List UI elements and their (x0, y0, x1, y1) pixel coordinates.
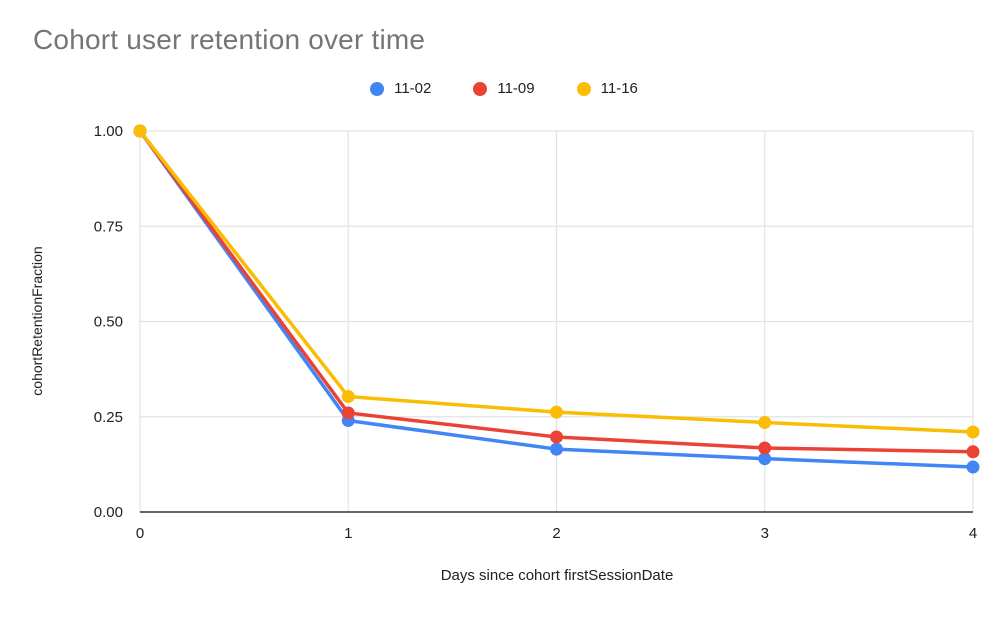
chart-legend: 11-02 11-09 11-16 (0, 80, 1008, 97)
svg-text:3: 3 (761, 525, 769, 542)
svg-text:0: 0 (136, 525, 144, 542)
legend-label: 11-16 (600, 80, 638, 97)
svg-text:2: 2 (552, 525, 560, 542)
svg-text:1.00: 1.00 (94, 123, 123, 140)
chart-title: Cohort user retention over time (33, 24, 426, 55)
legend-dot-icon (576, 81, 591, 96)
svg-text:0.25: 0.25 (94, 409, 123, 426)
svg-text:1: 1 (344, 525, 352, 542)
y-axis-title: cohortRetentionFraction (29, 246, 45, 396)
legend-dot-icon (370, 81, 385, 96)
legend-dot-icon (473, 81, 488, 96)
svg-text:0.75: 0.75 (94, 218, 123, 235)
legend-label: 11-02 (394, 80, 432, 97)
x-axis-title: Days since cohort firstSessionDate (440, 567, 674, 584)
legend-item-11-02[interactable]: 11-02 (370, 80, 431, 97)
svg-text:0.00: 0.00 (94, 504, 123, 521)
legend-item-11-09[interactable]: 11-09 (473, 80, 535, 97)
svg-text:4: 4 (969, 525, 977, 542)
legend-label: 11-09 (497, 80, 535, 97)
legend-item-11-16[interactable]: 11-16 (576, 80, 638, 97)
svg-text:0.50: 0.50 (94, 314, 123, 331)
